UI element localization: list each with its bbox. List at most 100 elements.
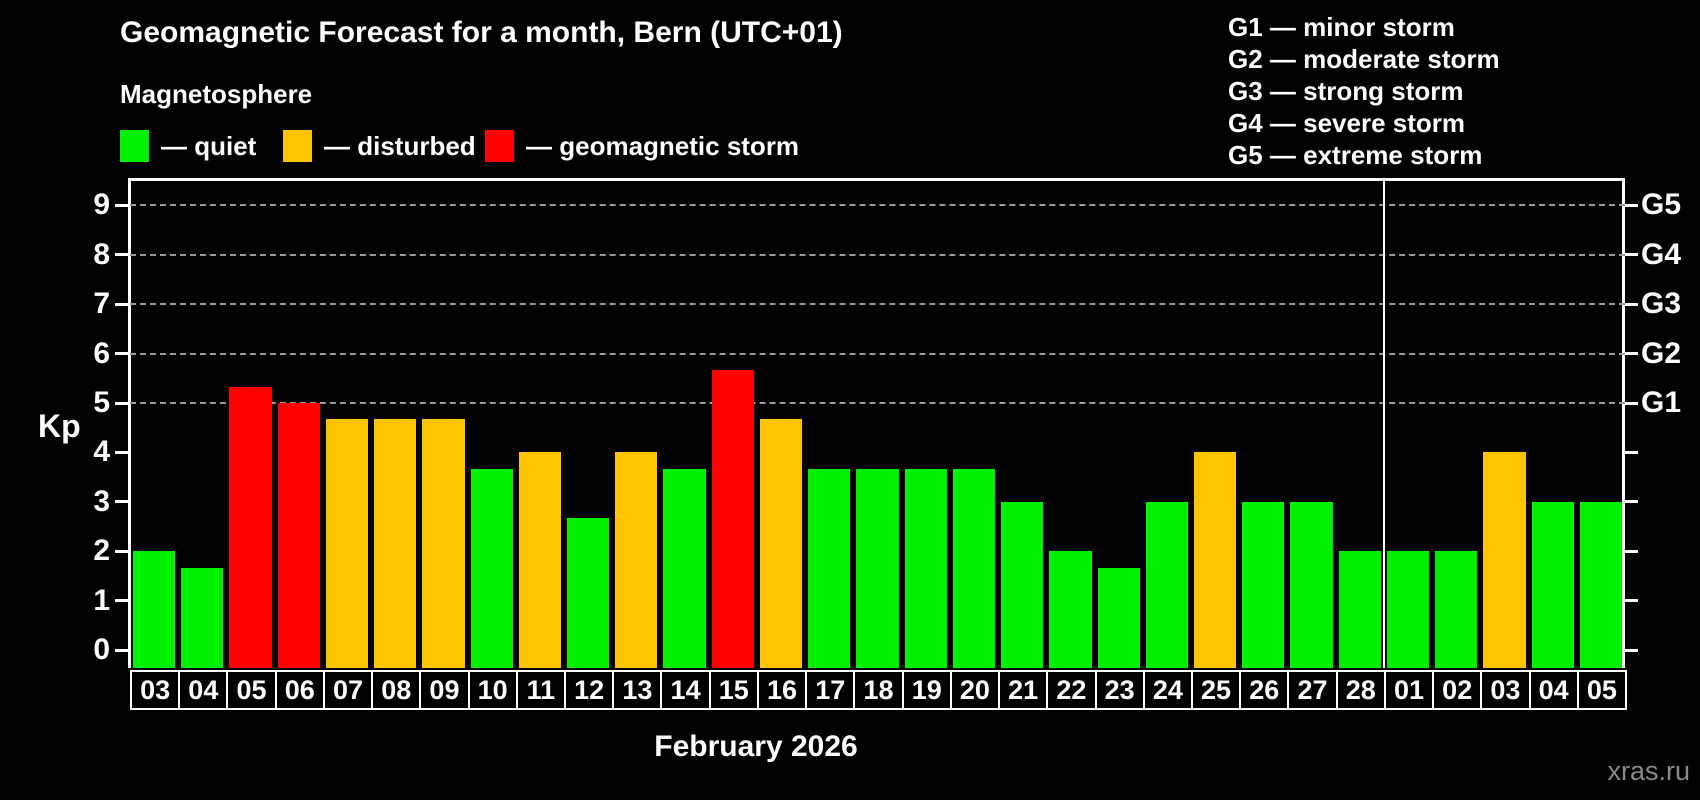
day-label-18: 18 [853,670,904,710]
y-tick-right [1625,302,1638,306]
legend-label-disturbed: — disturbed [324,130,476,161]
g-scale-legend: G1 — minor storm G2 — moderate storm G3 … [1228,11,1500,171]
day-label-06: 06 [274,670,325,710]
y-tick-left [115,401,128,405]
kp-bar-day-04 [1531,501,1574,668]
kp-bar-day-07 [325,419,369,668]
g-axis-label-g4: G4 [1641,237,1682,271]
day-label-03: 03 [130,670,181,710]
storm-color-swatch [485,130,514,162]
kp-bar-day-05 [1579,501,1622,668]
legend-label-storm: — geomagnetic storm [526,130,800,161]
y-tick-label: 3 [93,484,110,518]
kp-bar-day-19 [904,468,947,668]
day-label-17: 17 [805,670,856,710]
gridline-kp6 [130,352,1625,355]
y-tick-right [1625,549,1638,553]
day-label-08: 08 [371,670,422,710]
kp-bar-day-20 [952,468,996,668]
chart-subtitle: Magnetosphere [120,79,313,109]
y-tick-left [115,352,128,356]
kp-bar-day-02 [1435,551,1478,668]
kp-bar-day-15 [711,369,754,668]
y-tick-left [115,648,128,652]
day-label-26: 26 [1239,670,1290,710]
kp-bar-day-10 [470,468,513,668]
watermark: xras.ru [1607,756,1690,786]
y-tick-label: 1 [93,583,110,617]
g3-legend-line: G3 — strong storm [1228,76,1464,106]
y-tick-right [1625,450,1638,454]
y-tick-right [1625,203,1638,207]
y-tick-label: 6 [93,336,110,370]
y-tick-left [115,500,128,504]
y-tick-label: 8 [93,237,110,271]
kp-bar-day-25 [1193,452,1237,668]
day-label-20: 20 [949,670,1001,710]
gridline-kp9 [130,204,1625,207]
g5-legend-line: G5 — extreme storm [1228,140,1483,170]
kp-bar-day-03 [133,551,176,668]
y-tick-left [115,549,128,553]
g-axis-label-g5: G5 [1641,188,1682,222]
day-label-11: 11 [515,670,567,710]
y-tick-label: 9 [93,188,110,222]
legend-item-disturbed: — disturbed [283,128,476,164]
day-label-21: 21 [998,670,1049,710]
gridline-kp7 [130,303,1625,306]
kp-bar-day-21 [1001,501,1044,668]
day-label-12: 12 [564,670,615,710]
g-axis-label-g3: G3 [1641,287,1682,321]
legend-label-quiet: — quiet [161,130,257,161]
gridline-kp8 [130,253,1625,256]
day-label-22: 22 [1046,670,1097,710]
kp-bar-day-01 [1386,551,1430,668]
y-tick-label: 2 [93,534,110,568]
day-label-04: 04 [1528,670,1579,710]
kp-bar-day-08 [374,419,417,668]
legend-item-storm: — geomagnetic storm [485,128,799,164]
kp-bar-day-16 [759,419,803,668]
disturbed-color-swatch [283,130,312,162]
y-tick-right [1625,648,1638,652]
kp-bar-day-28 [1338,551,1381,668]
kp-bar-day-22 [1049,551,1092,668]
y-axis-title: Kp [38,408,81,444]
y-tick-label: 0 [93,633,110,666]
kp-bar-day-18 [856,468,899,668]
day-label-03: 03 [1480,670,1531,710]
kp-bar-day-09 [422,419,465,668]
y-tick-label: 5 [93,386,110,419]
y-tick-label: 4 [93,435,110,469]
kp-bar-day-05 [229,386,272,668]
day-label-16: 16 [756,670,808,710]
g4-legend-line: G4 — severe storm [1228,108,1466,138]
day-label-07: 07 [322,670,374,710]
kp-bar-day-27 [1290,501,1333,668]
plot-area [128,178,1625,668]
day-label-23: 23 [1094,670,1145,710]
day-label-02: 02 [1432,670,1483,710]
quiet-color-swatch [120,130,149,162]
day-label-25: 25 [1190,670,1242,710]
kp-bar-day-04 [181,567,224,668]
y-tick-left [115,302,128,306]
y-tick-left [115,599,128,603]
y-tick-left [115,203,128,207]
day-label-10: 10 [467,670,518,710]
y-tick-right [1625,500,1638,504]
g2-legend-line: G2 — moderate storm [1228,44,1500,74]
kp-bar-day-17 [808,468,851,668]
month-separator-line [1382,180,1385,668]
day-label-28: 28 [1335,670,1386,710]
kp-bar-day-03 [1483,452,1526,668]
day-label-27: 27 [1287,670,1338,710]
x-axis-caption: February 2026 [654,730,858,763]
kp-bar-day-26 [1242,501,1285,668]
gridline-kp5 [130,402,1625,404]
kp-bar-day-06 [277,403,320,668]
y-tick-left [115,253,128,257]
day-label-15: 15 [708,670,759,710]
day-label-05: 05 [226,670,277,710]
g-axis-label-g2: G2 [1641,336,1682,370]
